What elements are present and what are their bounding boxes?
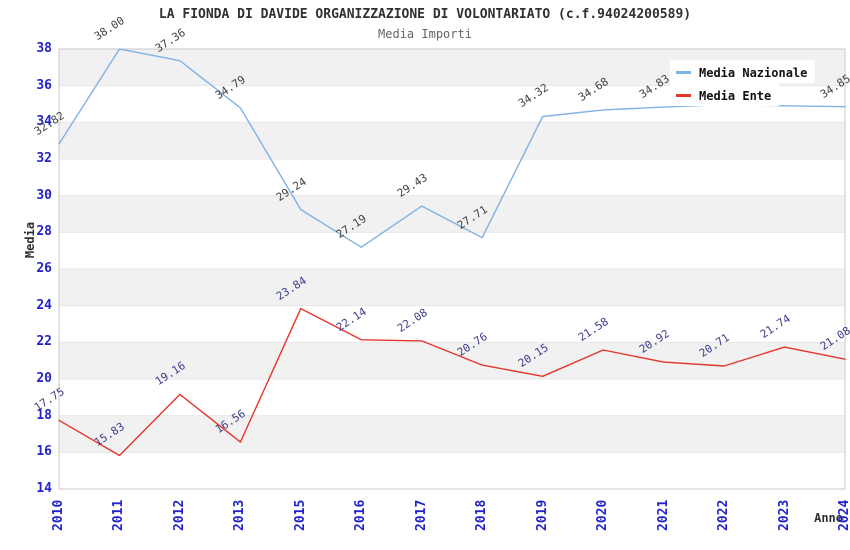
series-line-ente <box>58 307 846 457</box>
x-axis-title: Anno <box>814 511 843 525</box>
x-tick-label: 2019 <box>534 499 550 531</box>
x-tick-label: 2012 <box>171 499 187 531</box>
x-tick-label: 2024 <box>837 499 850 531</box>
chart-subtitle: Media Importi <box>378 27 472 41</box>
legend-line-swatch <box>676 94 691 97</box>
plot-band <box>59 122 845 159</box>
x-tick-label: 2015 <box>292 499 308 531</box>
x-tick-label: 2021 <box>655 499 671 531</box>
y-tick-label: 34 <box>36 114 52 130</box>
x-tick-label: 2010 <box>51 499 66 531</box>
chart-title: LA FIONDA DI DAVIDE ORGANIZZAZIONE DI VO… <box>158 7 692 22</box>
x-tick-label: 2013 <box>232 499 248 531</box>
y-tick-label: 20 <box>36 371 52 386</box>
plot-band <box>59 269 845 306</box>
y-tick-label: 28 <box>36 224 52 240</box>
y-tick-label: 22 <box>36 334 52 350</box>
x-tick-label: 2022 <box>716 499 732 531</box>
y-tick-label: 16 <box>36 444 52 460</box>
legend-line-swatch <box>676 71 691 74</box>
legend-label: Media Nazionale <box>699 66 808 80</box>
legend-item: Media Nazionale <box>670 60 816 83</box>
y-tick-label: 32 <box>36 151 52 166</box>
y-tick-label: 18 <box>36 407 52 423</box>
plot-band <box>59 195 845 233</box>
plot-band <box>59 415 845 453</box>
legend: Media Nazionale Media Ente <box>670 60 816 106</box>
y-tick-label: 24 <box>36 297 52 313</box>
y-tick-label: 14 <box>36 481 52 496</box>
y-tick-label: 36 <box>36 77 52 93</box>
x-tick-label: 2016 <box>353 499 369 531</box>
x-tick-label: 2020 <box>595 499 611 531</box>
y-tick-label: 30 <box>36 187 52 203</box>
x-tick-label: 2011 <box>111 499 127 531</box>
y-tick-label: 26 <box>36 261 52 276</box>
legend-item: Media Ente <box>670 83 780 106</box>
y-tick-label: 38 <box>36 41 52 56</box>
x-tick-label: 2017 <box>413 499 429 531</box>
x-tick-label: 2023 <box>776 499 792 531</box>
plot-border <box>58 48 846 490</box>
legend-label: Media Ente <box>699 89 772 103</box>
x-tick-label: 2018 <box>474 499 490 531</box>
plot-band <box>59 342 845 379</box>
